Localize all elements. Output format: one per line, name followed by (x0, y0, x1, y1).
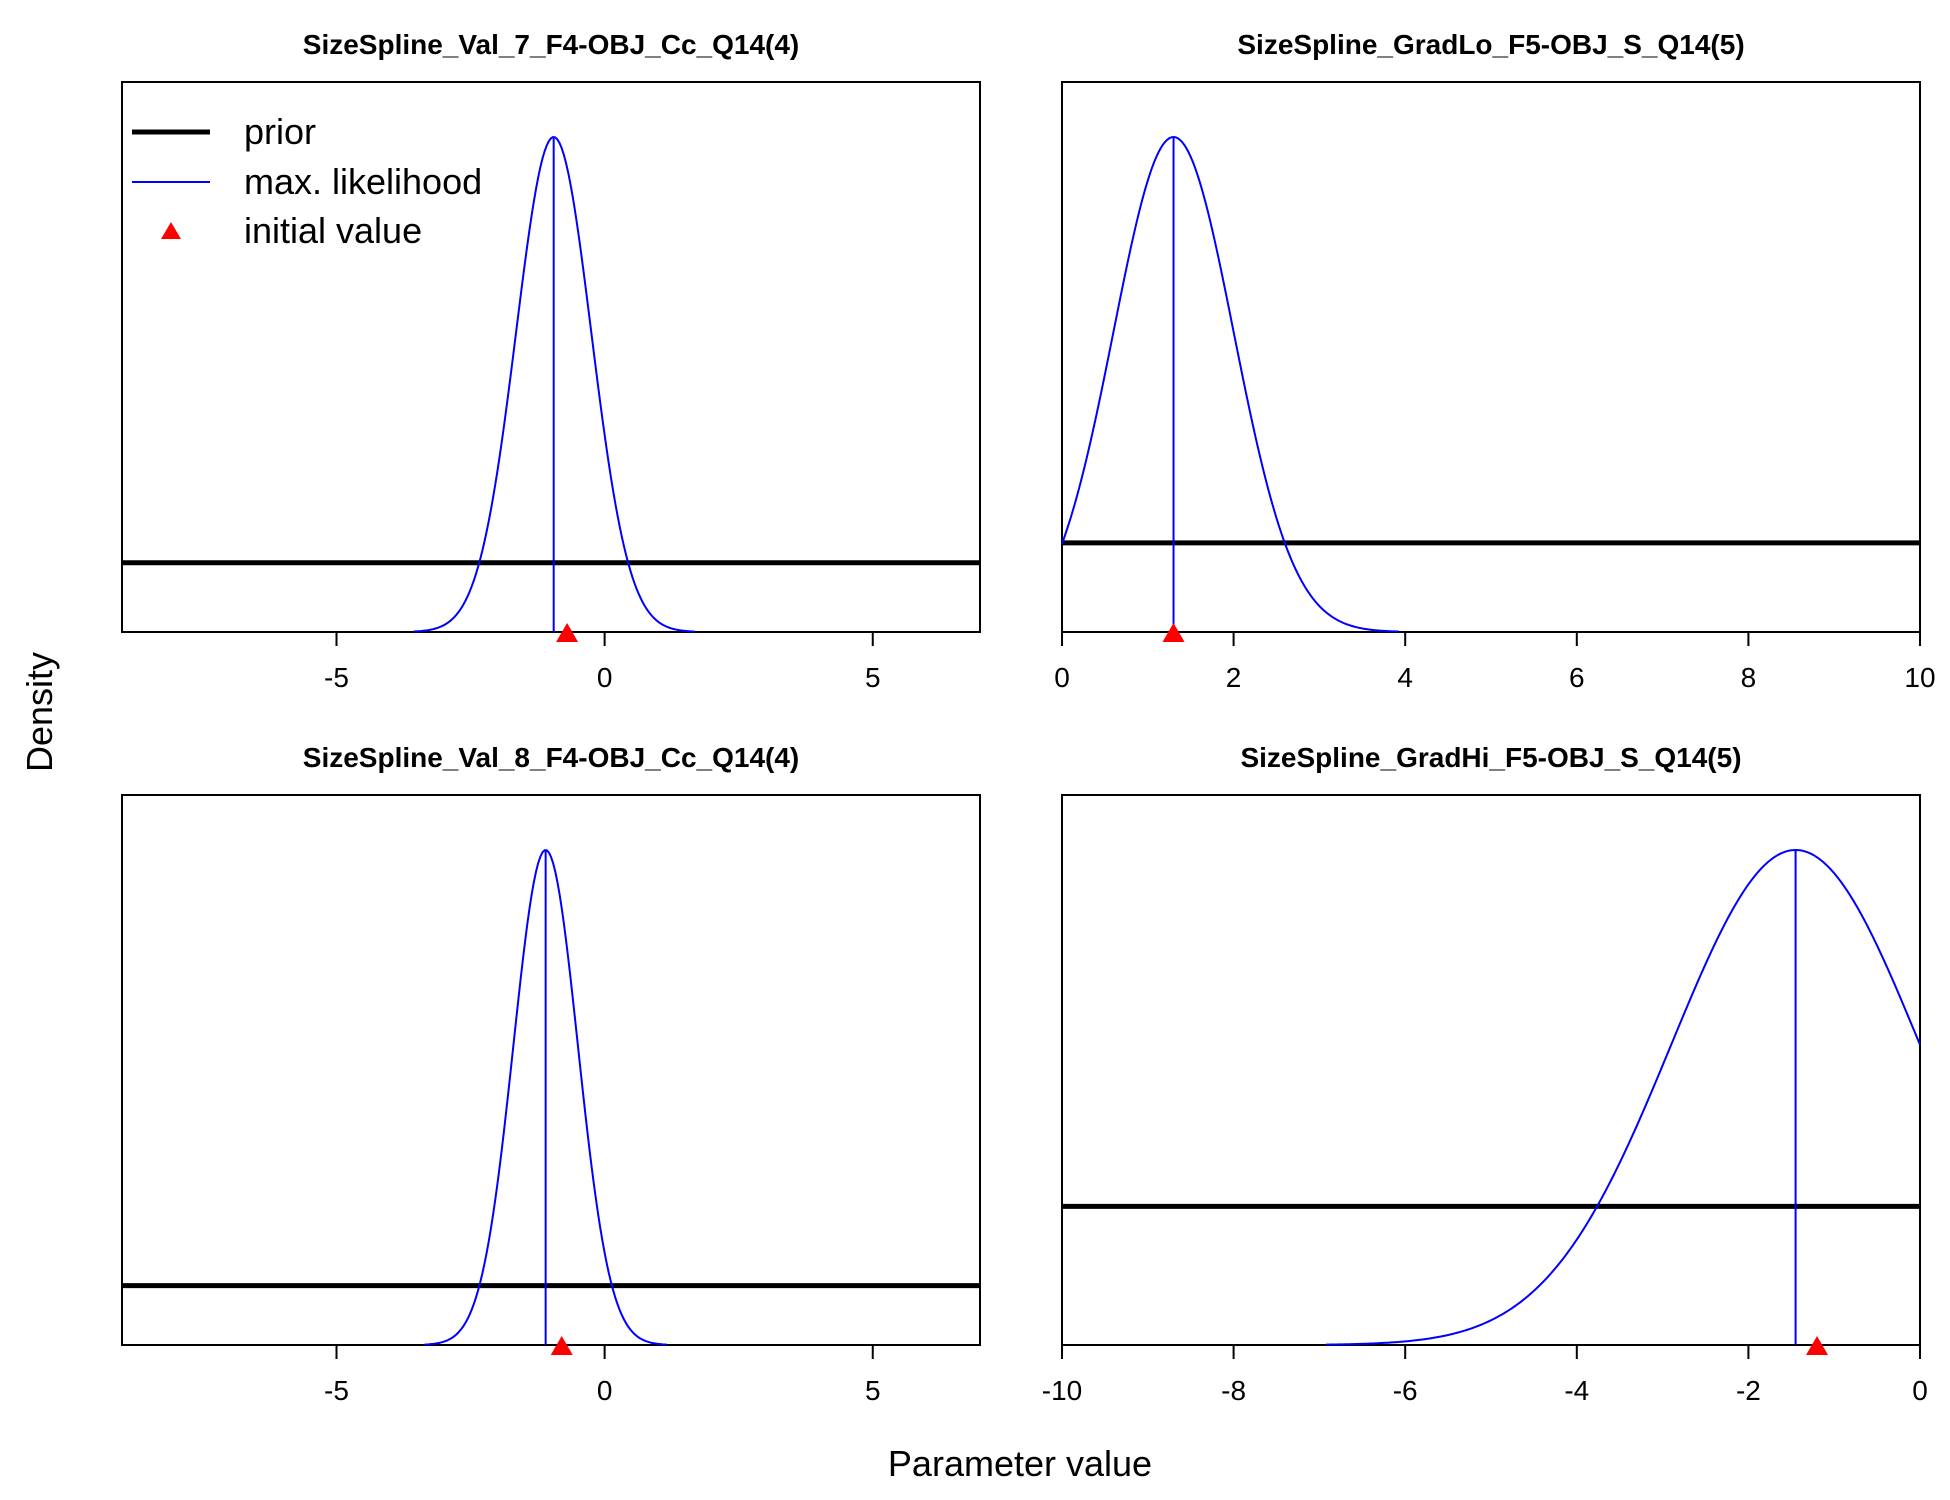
legend-initial-value-swatch (161, 222, 181, 239)
panels: SizeSpline_Val_7_F4-OBJ_Cc_Q14(4) -5 0 5 pri… (121, 29, 1936, 1406)
x-tick-label: -5 (324, 1375, 349, 1406)
plot-frame (121, 81, 981, 633)
legend-label-max-likelihood: max. likelihood (244, 161, 482, 202)
panel-title: SizeSpline_GradLo_F5-OBJ_S_Q14(5) (1237, 29, 1744, 60)
x-tick-label: 8 (1741, 662, 1757, 693)
plot-frame (1061, 81, 1921, 633)
legend-label-prior: prior (244, 111, 316, 152)
x-tick-label: 5 (865, 662, 881, 693)
x-tick-label: 2 (1226, 662, 1242, 693)
initial-value-marker (556, 623, 579, 642)
x-tick-label: 6 (1569, 662, 1585, 693)
plot-frame (1061, 794, 1921, 1346)
x-tick-label: 0 (1054, 662, 1070, 693)
x-tick-label: -8 (1221, 1375, 1246, 1406)
max-likelihood-curve (1325, 848, 1921, 1346)
x-tick-label: 0 (597, 662, 613, 693)
y-axis-title: Density (19, 652, 60, 772)
panel-title: SizeSpline_GradHi_F5-OBJ_S_Q14(5) (1240, 742, 1741, 773)
chart-panel-4: SizeSpline_GradHi_F5-OBJ_S_Q14(5) -10 -8 -6… (1042, 742, 1928, 1406)
x-tick-label: -5 (324, 662, 349, 693)
chart-panel-2: SizeSpline_GradLo_F5-OBJ_S_Q14(5) 0 2 4 6 8 10 (1054, 29, 1935, 693)
legend: prior max. likelihood initial value (132, 111, 482, 251)
panel-title: SizeSpline_Val_8_F4-OBJ_Cc_Q14(4) (303, 742, 799, 773)
x-tick-label: 4 (1397, 662, 1413, 693)
x-tick-label: 10 (1904, 662, 1935, 693)
x-axis-title: Parameter value (888, 1443, 1152, 1484)
x-tick-label: -10 (1042, 1375, 1082, 1406)
chart-panel-1: SizeSpline_Val_7_F4-OBJ_Cc_Q14(4) -5 0 5 pri… (121, 29, 981, 693)
initial-value-marker (1806, 1336, 1829, 1355)
legend-label-initial-value: initial value (244, 210, 422, 251)
x-tick-label: -6 (1393, 1375, 1418, 1406)
x-tick-label: 5 (865, 1375, 881, 1406)
panel-title: SizeSpline_Val_7_F4-OBJ_Cc_Q14(4) (303, 29, 799, 60)
chart-panel-3: SizeSpline_Val_8_F4-OBJ_Cc_Q14(4) -5 0 5 (121, 742, 981, 1406)
x-tick-label: 0 (1912, 1375, 1928, 1406)
max-likelihood-curve (1061, 135, 1399, 633)
x-tick-label: -2 (1736, 1375, 1761, 1406)
initial-value-marker (550, 1336, 573, 1355)
plot-frame (121, 794, 981, 1346)
initial-value-marker (1162, 623, 1185, 642)
x-tick-label: 0 (597, 1375, 613, 1406)
x-tick-label: -4 (1564, 1375, 1589, 1406)
